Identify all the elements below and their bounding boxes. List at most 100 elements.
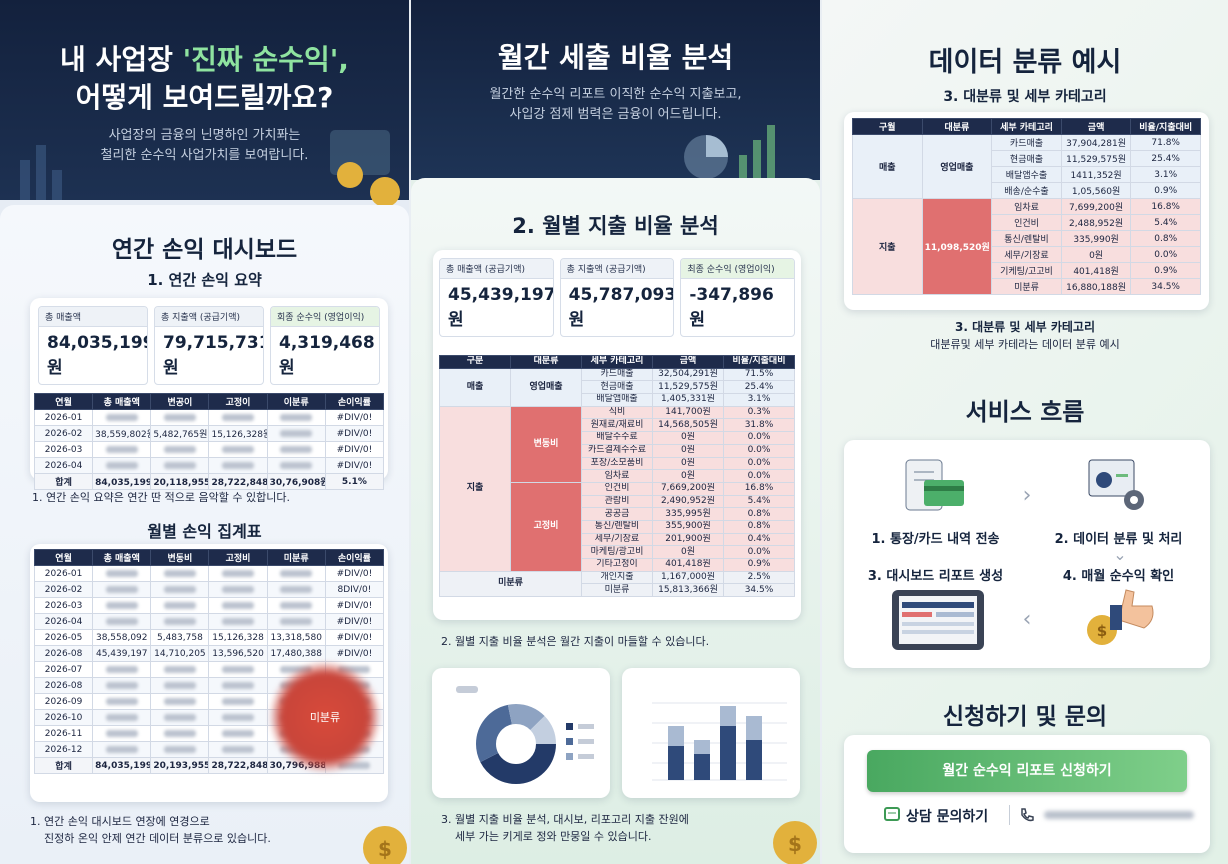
table-cell: 합계 — [33, 473, 94, 490]
flow-step: 3. 대시보드 리포트 생성 — [867, 569, 1004, 584]
table-cell: 0.9% — [723, 558, 795, 572]
blurred-cell — [222, 729, 254, 737]
table-row: 매출 영업매출 카드매출 32,504,291원 71.5% — [439, 367, 795, 407]
subgroup-cell: 고정비 — [510, 481, 582, 572]
table-cell: 335,990원 — [1060, 230, 1132, 247]
flow-icons: › ⌄ ‹ $ — [892, 459, 1154, 650]
blurred-cell — [163, 585, 196, 593]
table: 구월 대분류 세부 카테고리 금액 비율/지출대비 매출 영업매출 카드매출 37,904,28… — [852, 118, 1201, 295]
table-cell: 11,529,575원 — [652, 380, 724, 395]
table-cell: 통신/렌탈비 — [991, 230, 1062, 247]
kpi: 총 지출액 (공급기액) 79,715,731원 — [154, 306, 264, 385]
note: 진정하 온익 안제 연간 데이터 분류으로 있습니다. — [44, 832, 271, 845]
blurred-cell — [163, 601, 196, 609]
blurred-cell — [105, 461, 138, 469]
table-cell: 마케팅/광고비 — [581, 545, 653, 559]
blurred-cell — [163, 681, 196, 689]
table-row: 2026-02 38,559,802원 5,482,765원 15,126,328원 #… — [33, 425, 385, 442]
group-cell: 매출 — [852, 134, 923, 199]
blurred-cell — [338, 665, 371, 673]
blurred-cell — [163, 665, 196, 673]
table-row: 2026-04 #DIV/0! — [33, 457, 385, 474]
table-cell: 71.8% — [1130, 134, 1201, 151]
table-head: 구분 대분류 세부 카테고리 금액 비율/지출대비 — [439, 355, 795, 369]
table-cell: #DIV/0! — [324, 613, 385, 630]
blurred-cell — [105, 729, 138, 737]
table-cell: 37,904,281원 — [1060, 134, 1132, 151]
table-cell: 2026-01 — [33, 409, 94, 426]
table-cell: 2026-05 — [33, 629, 94, 646]
table-cell: 임차료 — [991, 198, 1062, 215]
monthly-card: 연월 총 매출액 변동비 고정비 미분류 손이익률 2026-01 #DIV/0! 2026-0… — [30, 544, 388, 802]
table-head: 구월 대분류 세부 카테고리 금액 비율/지출대비 — [852, 118, 1201, 135]
table-cell: 2026-07 — [33, 661, 94, 678]
group-cell: 지출 — [852, 198, 923, 295]
table-cell: 현금매출 — [581, 380, 653, 395]
table-body: 매출 영업매출 카드매출 37,904,281원 71.8% 현금매출 11,529,575… — [852, 134, 1201, 295]
table-row: 지출 변동비 식비 141,700원 0.3% — [439, 405, 795, 572]
table-cell: 401,418원 — [652, 558, 724, 572]
blurred-cell — [222, 601, 254, 609]
blurred-cell — [280, 461, 313, 469]
contact-link[interactable]: 상담 문의하기 — [906, 809, 989, 825]
blurred-cell — [280, 585, 313, 593]
table-cell: 공공금 — [581, 507, 653, 521]
column-header: 비율/지출대비 — [1130, 118, 1201, 135]
table-cell: 포장/소모품비 — [581, 456, 653, 471]
table-cell — [150, 581, 210, 598]
blurred-cell — [163, 697, 196, 705]
blurred-cell — [222, 569, 254, 577]
table-cell — [150, 457, 210, 474]
section-title: 연간 손익 대시보드 — [111, 237, 298, 263]
kpi-value: 84,035,199원 — [47, 333, 148, 378]
table-cell: 1,167,000원 — [652, 570, 724, 585]
header-row: 구분 대분류 세부 카테고리 금액 비율/지출대비 — [439, 355, 795, 369]
column-header: 이분류 — [266, 393, 326, 410]
table-cell: 8DIV/0! — [324, 581, 385, 598]
table-cell — [92, 597, 152, 614]
table-cell: 세무/기장료 — [581, 532, 653, 547]
blurred-cell — [105, 601, 138, 609]
caption-text: 대분류및 세부 카테라는 데이터 분류 예시 — [930, 338, 1120, 351]
table-cell: 2026-04 — [33, 457, 94, 474]
kpi: 총 매출액 (공급기액) 45,439,197원 — [439, 258, 554, 337]
table-row: 미분류 개인지출 1,167,000원 2.5% — [439, 570, 795, 598]
table-cell: 34.5% — [1130, 278, 1201, 295]
table-cell: 38,559,802원 — [92, 425, 152, 442]
section-title: 신청하기 및 문의 — [942, 704, 1108, 730]
svg-text:$: $ — [378, 837, 392, 861]
table-cell: 0원 — [652, 443, 724, 458]
table-cell: 2.5% — [723, 570, 795, 585]
table-cell — [208, 677, 268, 694]
table-cell: 0.0% — [1130, 246, 1201, 263]
apply-button[interactable]: 월간 순수익 리포트 신청하기 — [867, 750, 1187, 792]
table: 연월 총 매출액 변공이 고정이 이분류 손이익률 2026-01 #DIV/0! 2026-0… — [33, 393, 385, 490]
table-cell: 원재료/재료비 — [581, 418, 653, 433]
table-cell — [92, 441, 152, 458]
blurred-cell — [105, 665, 138, 673]
kpi-row: 총 매출액 (공급기액) 45,439,197원 총 지출액 (공급기액) 45,78… — [439, 254, 796, 337]
header-decoration — [20, 130, 400, 207]
table-cell — [150, 725, 210, 742]
column-header: 금액 — [1060, 118, 1132, 135]
table-row: 2026-05 38,558,092 5,483,758 15,126,328 13,3… — [33, 629, 385, 646]
table-row: 합계84,035,199원20,118,955원28,722,848원30,76… — [33, 473, 385, 490]
table-cell: 3.1% — [723, 393, 795, 407]
kpi-label: 총 매출액 (공급기액) — [440, 259, 553, 279]
table-cell: 13,318,580 — [266, 629, 326, 646]
blurred-cell — [163, 569, 196, 577]
table-cell — [208, 709, 268, 726]
blurred-cell — [280, 445, 313, 453]
hero-title-line1: 내 사업장 '진짜 순수익', — [0, 42, 409, 78]
column-header: 세부 카테고리 — [581, 355, 653, 369]
svg-text:$: $ — [1097, 622, 1107, 640]
blurred-cell — [105, 445, 138, 453]
table-cell: 28,722,848 — [208, 757, 268, 774]
table-cell: 합계 — [33, 757, 94, 774]
section-heading: 1. 연간 손익 요약 — [147, 271, 262, 289]
table-cell — [266, 581, 326, 598]
blurred-cell — [222, 617, 254, 625]
table-cell: 2026-08 — [33, 645, 94, 662]
column-header: 미분류 — [266, 549, 326, 566]
